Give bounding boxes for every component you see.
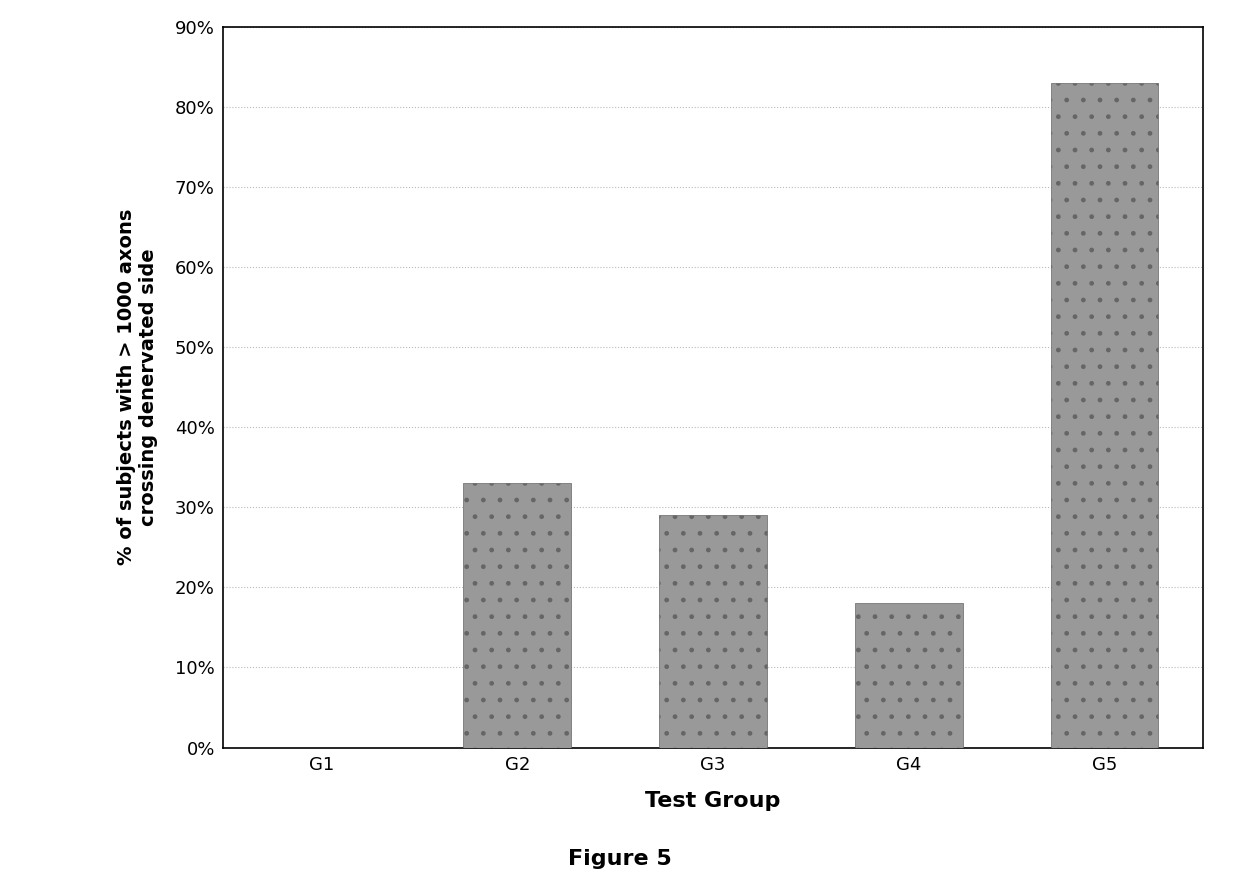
Bar bbox=[1050, 83, 1158, 748]
Y-axis label: % of subjects with > 1000 axons
crossing denervated side: % of subjects with > 1000 axons crossing… bbox=[118, 209, 159, 565]
Bar bbox=[660, 515, 766, 748]
Text: Figure 5: Figure 5 bbox=[568, 849, 672, 869]
Bar bbox=[854, 603, 962, 748]
X-axis label: Test Group: Test Group bbox=[645, 790, 781, 811]
Bar bbox=[464, 483, 572, 748]
